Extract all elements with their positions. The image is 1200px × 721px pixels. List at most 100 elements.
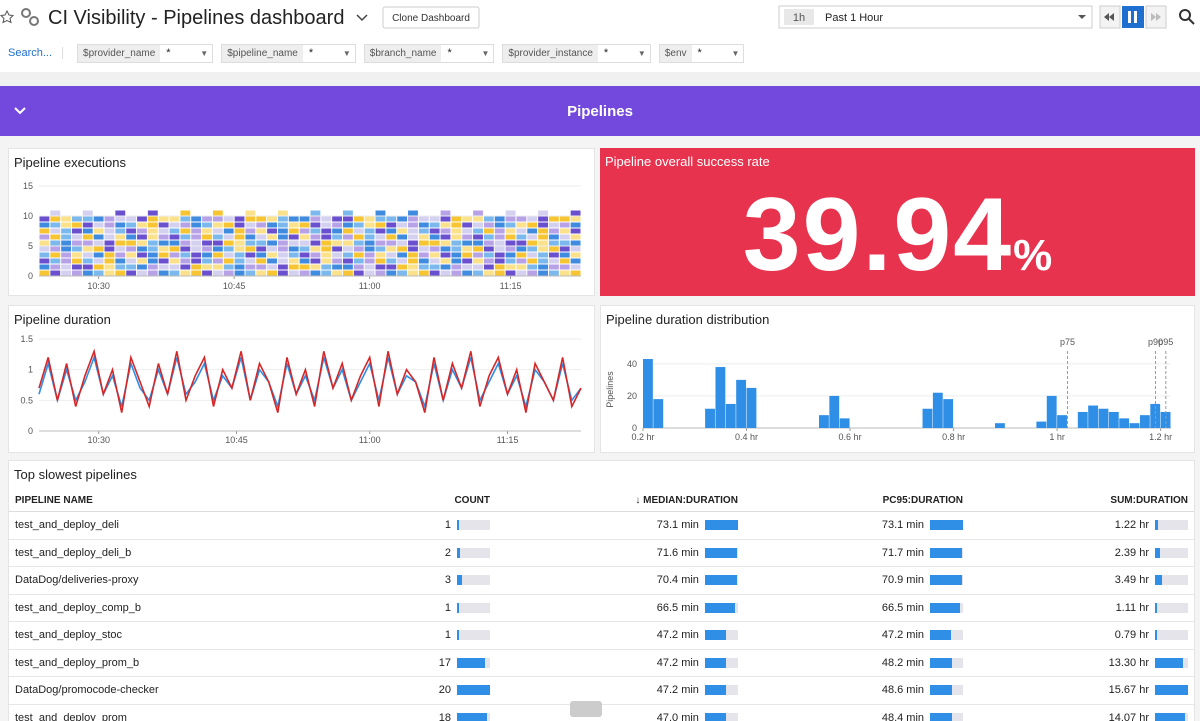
- title-menu[interactable]: [356, 14, 368, 22]
- scroll-handle[interactable]: [570, 701, 602, 717]
- bar: [704, 685, 727, 696]
- execution-cell: [137, 264, 147, 270]
- execution-cell: [310, 246, 321, 252]
- cell: 2: [164, 539, 496, 567]
- execution-cell: [202, 240, 212, 246]
- column-header[interactable]: COUNT: [164, 489, 496, 512]
- pipeline-name: DataDog/deliveries-proxy: [9, 566, 165, 595]
- cell-value: 47.2 min: [656, 656, 699, 669]
- execution-cell: [277, 216, 288, 222]
- section-header[interactable]: Pipelines: [0, 86, 1200, 136]
- execution-cell: [191, 222, 202, 228]
- execution-cell: [483, 222, 494, 228]
- pause-button[interactable]: [1122, 6, 1144, 28]
- search-box[interactable]: Search...: [8, 47, 64, 59]
- execution-cell: [343, 210, 353, 216]
- execution-cell: [494, 246, 505, 252]
- execution-cell: [397, 270, 408, 276]
- template-variable[interactable]: $pipeline_name * ▼: [221, 43, 356, 63]
- execution-column: [440, 210, 451, 276]
- execution-cell: [440, 264, 451, 270]
- cell-value: 1: [444, 519, 451, 532]
- table-row[interactable]: test_and_deploy_deli 1 73.1 min 73.1 min 1.2…: [9, 511, 1194, 540]
- execution-cell: [39, 258, 50, 264]
- execution-cell: [386, 258, 397, 264]
- histogram-bar: [1057, 415, 1067, 428]
- cell-value: 1: [444, 601, 451, 614]
- execution-cell: [158, 222, 169, 228]
- execution-cell: [234, 234, 245, 240]
- execution-cell: [321, 240, 332, 246]
- execution-cell: [473, 234, 483, 240]
- column-header[interactable]: ↓ MEDIAN:DURATION: [496, 489, 744, 512]
- execution-column: [223, 216, 234, 276]
- column-header[interactable]: SUM:DURATION: [969, 489, 1194, 512]
- template-variable[interactable]: $provider_name * ▼: [77, 43, 214, 63]
- execution-cell: [61, 228, 72, 234]
- execution-cell: [39, 252, 50, 258]
- template-variable[interactable]: $env * ▼: [658, 43, 745, 63]
- execution-cell: [115, 222, 126, 228]
- execution-cell: [126, 216, 137, 222]
- cell-value: 20: [438, 684, 451, 697]
- star-icon[interactable]: [0, 9, 15, 24]
- execution-cell: [440, 228, 451, 234]
- column-header[interactable]: PIPELINE NAME: [9, 489, 165, 512]
- execution-cell: [386, 216, 397, 222]
- collapse-icon[interactable]: [8, 86, 38, 136]
- execution-cell: [483, 252, 494, 258]
- template-variable[interactable]: $provider_instance * ▼: [502, 43, 651, 63]
- execution-cell: [332, 234, 343, 240]
- execution-cell: [137, 234, 147, 240]
- execution-cell: [310, 252, 321, 258]
- execution-cell: [570, 228, 581, 234]
- time-picker[interactable]: [778, 5, 1093, 29]
- table: PIPELINE NAME COUNT ↓ MEDIAN:DURATION PC95:…: [9, 489, 1194, 721]
- execution-cell: [505, 270, 516, 276]
- pause-icon: [1128, 11, 1131, 23]
- execution-cell: [353, 216, 364, 222]
- execution-cell: [429, 228, 440, 234]
- execution-cell: [223, 234, 234, 240]
- execution-cell: [50, 252, 61, 258]
- histogram-bar: [653, 399, 664, 428]
- table-row[interactable]: test_and_deploy_comp_b 1 66.5 min 66.5 min 1…: [9, 594, 1194, 622]
- column-header[interactable]: PC95:DURATION: [743, 489, 970, 512]
- table-row[interactable]: DataDog/promocode-checker 20 47.2 min 48.6 …: [9, 676, 1194, 705]
- histogram-bar: [1098, 408, 1109, 428]
- cell: 66.5 min: [743, 594, 970, 622]
- execution-cell: [180, 234, 191, 240]
- execution-cell: [93, 258, 104, 264]
- cell: 3.49 hr: [969, 566, 1194, 595]
- table-row[interactable]: test_and_deploy_deli_b 2 71.6 min 71.7 min 2…: [9, 539, 1194, 567]
- bar: [457, 602, 459, 613]
- execution-cell: [483, 216, 494, 222]
- y-tick-label: 0.5: [20, 395, 33, 405]
- execution-cell: [104, 222, 115, 228]
- bar-track: [457, 520, 490, 531]
- widget: Pipeline overall success rate 39.94%: [600, 148, 1195, 296]
- search-icon[interactable]: [1179, 9, 1191, 21]
- bar-track: [704, 547, 738, 558]
- table-row[interactable]: DataDog/deliveries-proxy 3 70.4 min 70.9 mi…: [9, 566, 1194, 595]
- execution-cell: [538, 216, 548, 222]
- execution-cell: [256, 246, 267, 252]
- execution-cell: [538, 270, 548, 276]
- table-row[interactable]: test_and_deploy_stoc 1 47.2 min 47.2 min 0.7…: [9, 621, 1194, 650]
- execution-cell: [245, 264, 256, 270]
- x-tick-label: 11:00: [359, 281, 381, 291]
- execution-cell: [234, 216, 245, 222]
- clone-button[interactable]: [382, 6, 480, 29]
- table-row[interactable]: test_and_deploy_prom 18 47.0 min 48.4 min 14…: [9, 704, 1194, 721]
- execution-cell: [256, 216, 267, 222]
- execution-cell: [418, 270, 429, 276]
- execution-cell: [310, 234, 321, 240]
- execution-cell: [527, 240, 538, 246]
- table-row[interactable]: test_and_deploy_prom_b 17 47.2 min 48.2 min…: [9, 649, 1194, 677]
- bar-track: [930, 630, 964, 641]
- template-variable[interactable]: $branch_name * ▼: [363, 43, 495, 63]
- execution-cell: [288, 246, 299, 252]
- cell-value: 13.30 hr: [1108, 656, 1149, 669]
- execution-cell: [538, 258, 548, 264]
